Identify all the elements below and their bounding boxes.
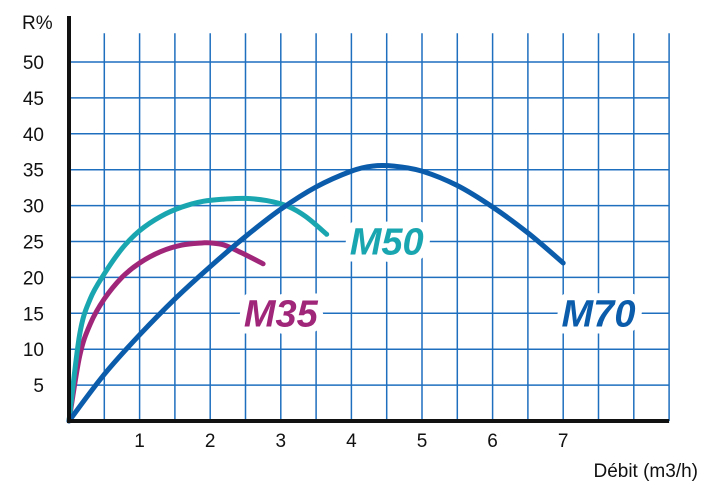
series-label-m35: M35 — [244, 293, 319, 335]
x-tick-label: 1 — [134, 431, 145, 452]
x-tick-label: 5 — [417, 431, 428, 452]
axes — [67, 16, 670, 423]
y-tick-label: 20 — [23, 268, 44, 289]
grid — [69, 33, 670, 421]
y-tick-label: 10 — [23, 340, 44, 361]
series-lines — [66, 163, 566, 424]
y-tick-label: 25 — [23, 233, 44, 254]
y-tick-label: 30 — [23, 197, 44, 218]
series-label-m50: M50 — [350, 222, 424, 264]
x-tick-label: 6 — [487, 431, 498, 452]
y-tick-label: 45 — [23, 89, 44, 110]
series-line-m50 — [66, 195, 330, 424]
y-axis-title: R% — [22, 13, 53, 34]
series-label-m70: M70 — [562, 293, 636, 335]
series-line-m35 — [66, 240, 266, 424]
y-tick-label: 40 — [23, 125, 44, 146]
x-tick-label: 4 — [346, 431, 357, 452]
series-line-m70 — [66, 163, 566, 424]
x-axis-title: Débit (m3/h) — [593, 461, 698, 482]
x-tick-label: 2 — [205, 431, 216, 452]
series-labels: M35 M50 M70 — [237, 215, 643, 343]
y-tick-label: 35 — [23, 161, 44, 182]
x-tick-label: 7 — [558, 431, 569, 452]
y-tick-label: 5 — [33, 376, 44, 397]
y-tick-label: 50 — [23, 53, 44, 74]
y-tick-label: 15 — [23, 304, 44, 325]
x-tick-label: 3 — [276, 431, 287, 452]
